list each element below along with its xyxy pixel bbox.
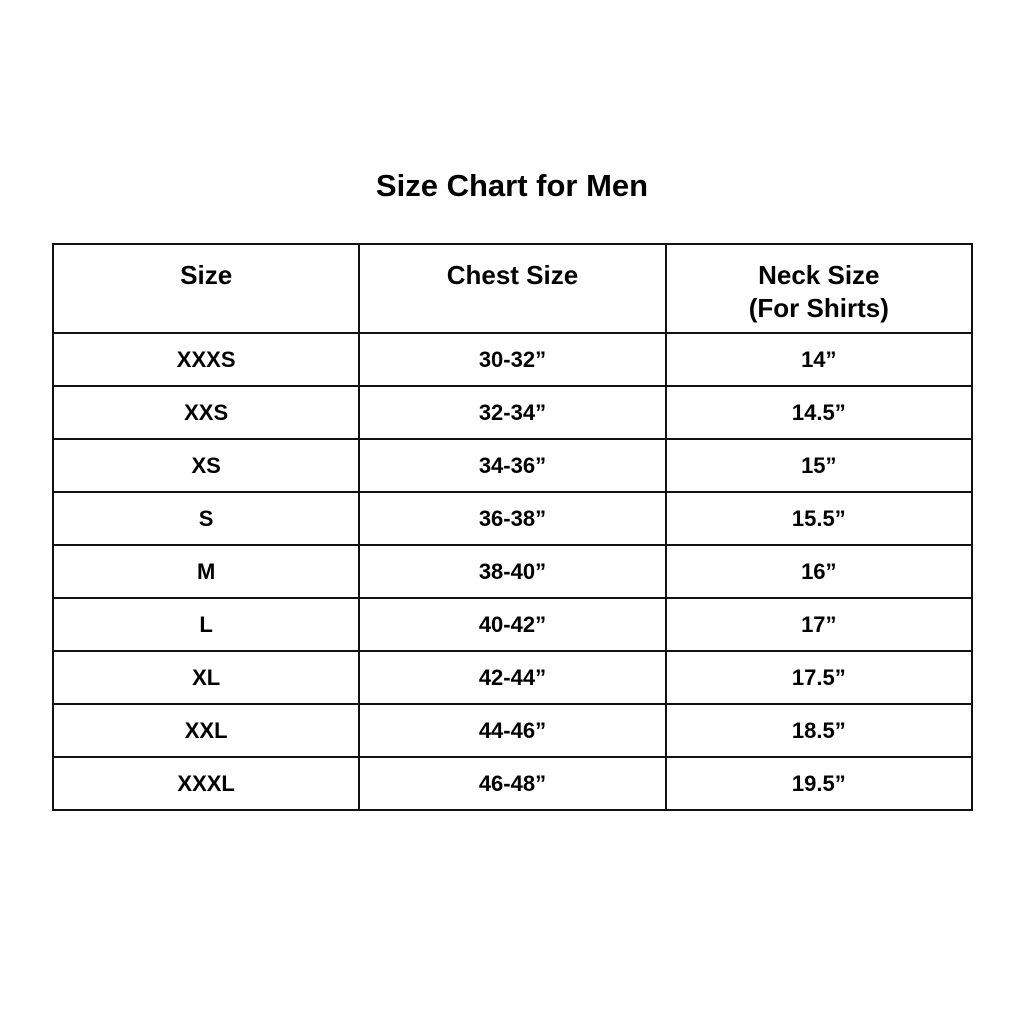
table-row: XXL 44-46” 18.5” [51, 703, 974, 758]
header-neck-note: (For Shirts) [748, 293, 889, 323]
cell-chest: 34-36” [358, 438, 667, 493]
cell-chest: 44-46” [358, 703, 667, 758]
cell-neck: 15” [664, 438, 974, 493]
cell-neck: 17” [664, 597, 974, 652]
cell-size: S [51, 491, 361, 546]
header-row: Size Chest Size Neck Size (For Shirts) [51, 243, 974, 334]
page-title: Size Chart for Men [375, 168, 649, 203]
cell-size: M [51, 544, 361, 599]
table-row: XL 42-44” 17.5” [51, 650, 974, 705]
cell-chest: 46-48” [358, 756, 667, 811]
cell-chest: 30-32” [358, 332, 667, 387]
cell-size: L [51, 597, 361, 652]
header-neck-label: Neck Size [758, 260, 880, 290]
cell-neck: 14.5” [664, 385, 974, 440]
size-chart-table: Size Chest Size Neck Size (For Shirts) XX… [51, 243, 974, 811]
header-chest: Chest Size [358, 243, 667, 334]
cell-chest: 36-38” [358, 491, 667, 546]
table-row: M 38-40” 16” [51, 544, 974, 599]
cell-size: XXS [51, 385, 361, 440]
header-size: Size [51, 243, 361, 334]
cell-size: XL [51, 650, 361, 705]
cell-chest: 40-42” [358, 597, 667, 652]
table-row: XXXS 30-32” 14” [51, 332, 974, 387]
cell-neck: 19.5” [664, 756, 974, 811]
cell-neck: 17.5” [664, 650, 974, 705]
table-row: S 36-38” 15.5” [51, 491, 974, 546]
table-row: XXXL 46-48” 19.5” [51, 756, 974, 811]
header-neck: Neck Size (For Shirts) [664, 243, 974, 334]
table-row: XS 34-36” 15” [51, 438, 974, 493]
table-row: L 40-42” 17” [51, 597, 974, 652]
cell-chest: 42-44” [358, 650, 667, 705]
cell-chest: 32-34” [358, 385, 667, 440]
cell-neck: 18.5” [664, 703, 974, 758]
cell-neck: 15.5” [664, 491, 974, 546]
cell-neck: 16” [664, 544, 974, 599]
table-row: XXS 32-34” 14.5” [51, 385, 974, 440]
cell-chest: 38-40” [358, 544, 667, 599]
cell-neck: 14” [664, 332, 974, 387]
cell-size: XXXL [51, 756, 361, 811]
cell-size: XXXS [51, 332, 361, 387]
cell-size: XXL [51, 703, 361, 758]
cell-size: XS [51, 438, 361, 493]
